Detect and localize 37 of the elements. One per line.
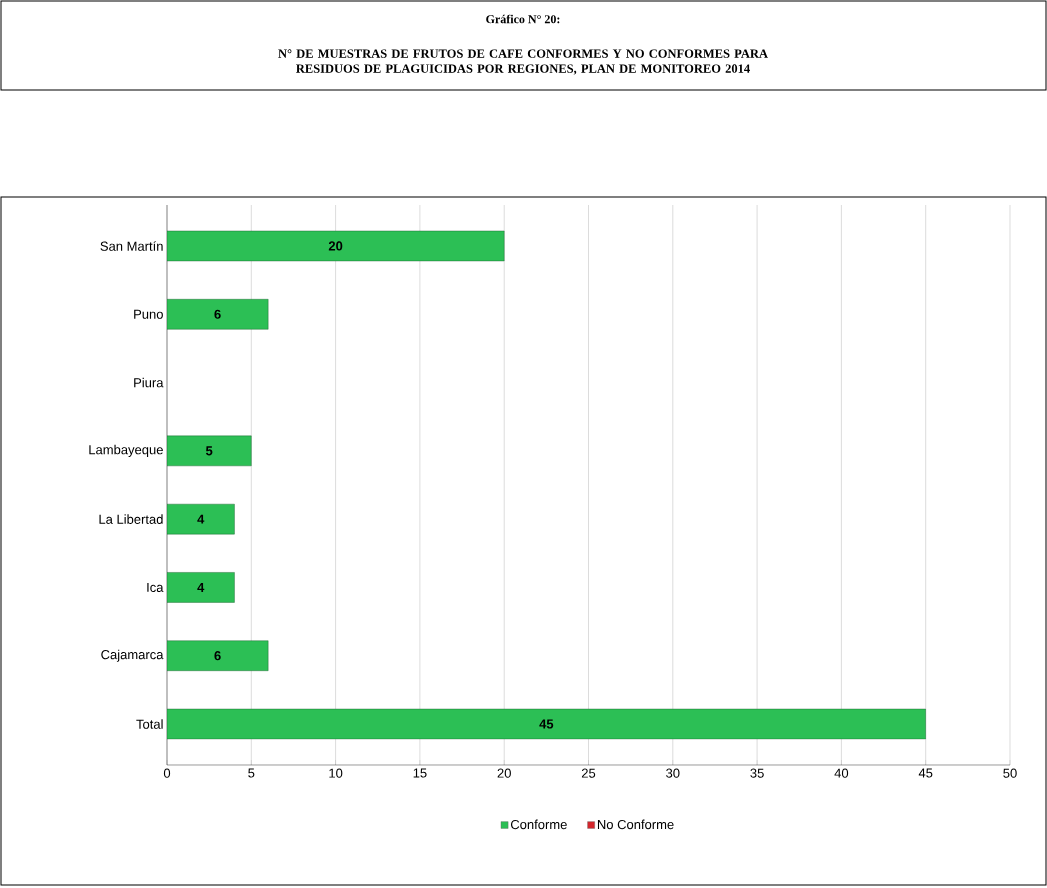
- data-label: 45: [539, 719, 554, 729]
- bar: [167, 299, 269, 330]
- y-tick-label: Piura: [134, 377, 164, 388]
- data-label: 6: [214, 309, 221, 319]
- x-tick-label: 10: [329, 768, 343, 778]
- y-tick-label: San Martín: [100, 241, 163, 251]
- bar: [167, 572, 235, 603]
- data-label: 5: [205, 446, 213, 456]
- y-tick-label: Lambayeque: [89, 444, 163, 457]
- y-tick-label: Ica: [147, 582, 164, 592]
- x-tick-label: 45: [918, 768, 933, 778]
- chart-subtitle: N° DE MUESTRAS DE FRUTOS DE CAFE CONFORMES Y NO CONFORMES PARA RESIDUOS DE PLAGUICIDAS POR REGIONES, PLAN DE MONITOREO 2014: [278, 49, 768, 75]
- bar: [167, 503, 235, 535]
- data-label: 6: [214, 651, 221, 661]
- legend-label: No Conforme: [597, 819, 674, 830]
- y-tick-label: Puno: [134, 309, 163, 319]
- x-tick-label: 15: [413, 768, 427, 778]
- x-tick-label: 25: [581, 768, 596, 778]
- x-tick-label: 35: [750, 768, 764, 778]
- data-label: 4: [197, 582, 205, 592]
- y-tick-label: La Libertad: [99, 514, 163, 524]
- x-tick-label: 0: [163, 768, 171, 778]
- x-tick-label: 40: [834, 768, 849, 778]
- data-label: 4: [197, 514, 205, 524]
- legend-label: Conforme: [510, 819, 567, 830]
- x-tick-label: 5: [248, 768, 255, 778]
- x-tick-label: 30: [666, 768, 680, 778]
- y-tick-label: Cajamarca: [101, 649, 164, 662]
- bar: [167, 708, 926, 740]
- y-tick-label: Total: [136, 719, 163, 729]
- bar: [167, 640, 269, 671]
- bar: [167, 230, 505, 262]
- chart-title: Gráfico N° 20:: [486, 14, 560, 24]
- x-tick-label: 20: [497, 768, 511, 778]
- x-tick-label: 50: [1003, 768, 1017, 778]
- data-label: 20: [328, 241, 343, 251]
- bar: [167, 435, 252, 467]
